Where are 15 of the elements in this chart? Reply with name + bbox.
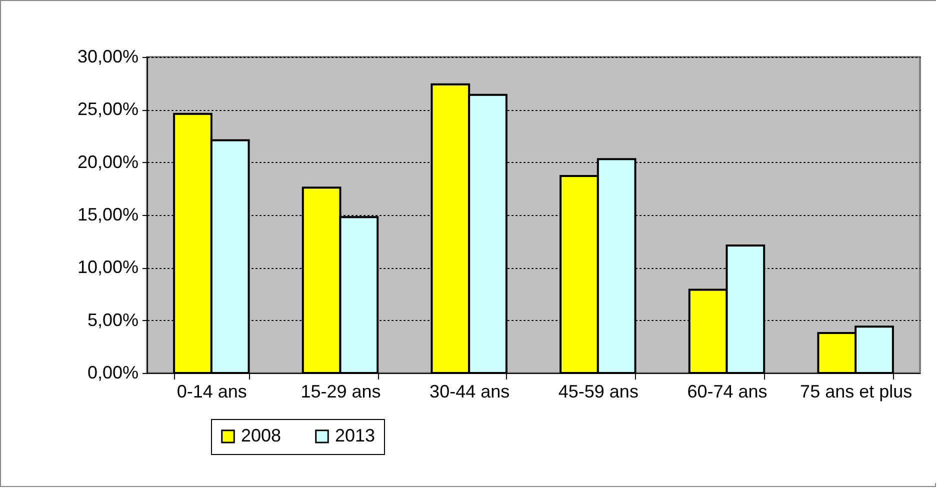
x-tick-label: 45-59 ans	[558, 382, 638, 402]
y-tick-label: 5,00%	[87, 310, 138, 330]
y-tick-label: 0,00%	[87, 362, 138, 382]
y-tick-label: 30,00%	[77, 46, 138, 66]
legend-label: 2013	[335, 425, 376, 446]
x-tick-label: 15-29 ans	[300, 382, 381, 402]
x-tick-label: 0-14 ans	[176, 382, 247, 402]
x-tick-label: 30-44 ans	[430, 382, 510, 402]
x-tick-label: 75 ans et plus	[800, 382, 912, 402]
x-tick-label: 60-74 ans	[687, 382, 768, 402]
legend-label: 2008	[241, 425, 282, 446]
y-tick-label: 15,00%	[77, 204, 138, 224]
y-tick-label: 20,00%	[77, 152, 138, 172]
y-tick-label: 25,00%	[77, 99, 138, 120]
y-tick-label: 10,00%	[77, 257, 138, 278]
